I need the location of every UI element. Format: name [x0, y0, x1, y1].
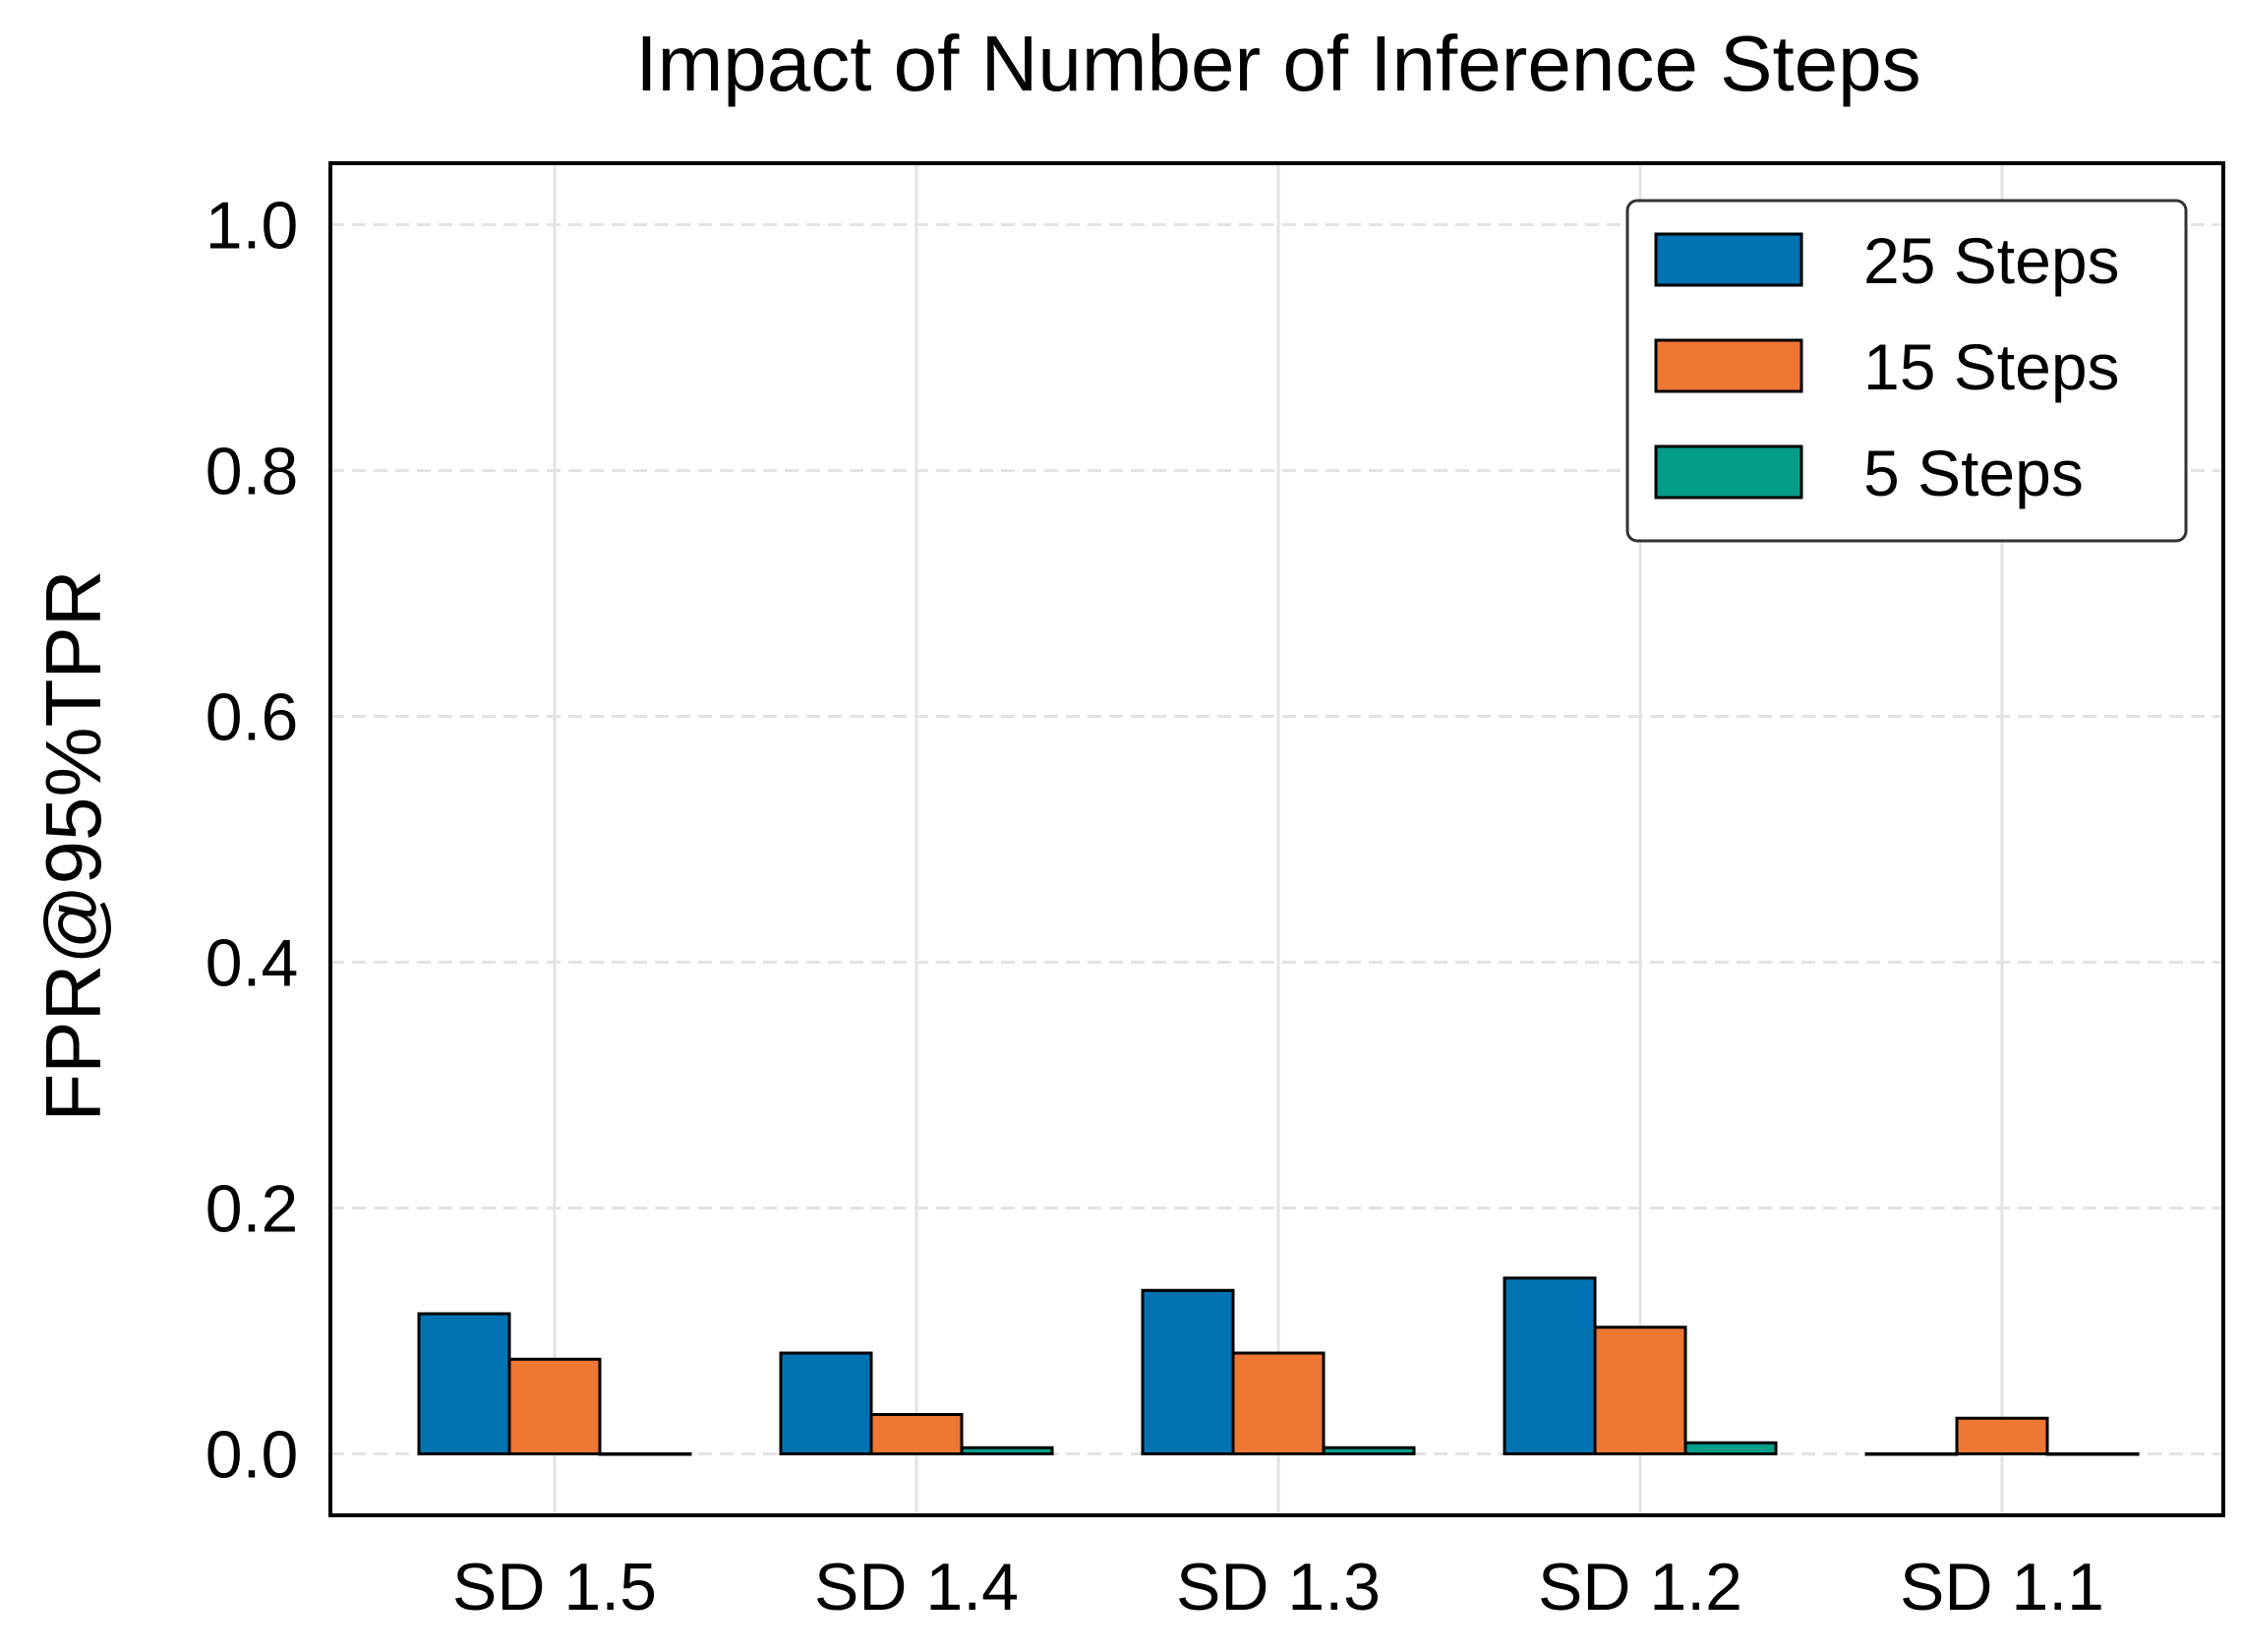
- legend: 25 Steps 15 Steps 5 Steps: [1625, 199, 2188, 543]
- bar-25-steps-sd-1-4: [779, 1351, 873, 1455]
- x-tick-label: SD 1.4: [814, 1550, 1019, 1624]
- plot-frame: [328, 161, 2225, 1517]
- bar-5-steps-sd-1-1: [2045, 1452, 2140, 1456]
- x-axis-ticks: SD 1.5 SD 1.4 SD 1.3 SD 1.2 SD 1.1: [452, 1550, 2104, 1624]
- y-tick-label: 0.8: [206, 435, 299, 509]
- bar-15-steps-sd-1-1: [1955, 1416, 2049, 1455]
- x-tick-label: SD 1.1: [1900, 1550, 2104, 1624]
- bar-5-steps-sd-1-2: [1683, 1441, 1778, 1455]
- x-tick-label: SD 1.3: [1176, 1550, 1381, 1624]
- chart-title: Impact of Number of Inference Steps: [635, 20, 1920, 107]
- bar-5-steps-sd-1-5: [598, 1452, 692, 1456]
- y-axis-ticks: 0.0 0.2 0.4 0.6 0.8 1.0: [206, 189, 299, 1493]
- bar-15-steps-sd-1-2: [1593, 1326, 1687, 1455]
- y-tick-label: 0.2: [206, 1172, 299, 1247]
- bar-25-steps-sd-1-3: [1141, 1288, 1235, 1455]
- legend-label: 5 Steps: [1863, 437, 2084, 509]
- legend-swatch: [1654, 444, 1803, 500]
- bars: [417, 1276, 2140, 1456]
- y-tick-label: 0.0: [206, 1418, 299, 1493]
- bar-25-steps-sd-1-5: [417, 1312, 511, 1455]
- x-tick-label: SD 1.5: [452, 1550, 657, 1624]
- bar-25-steps-sd-1-2: [1503, 1276, 1597, 1455]
- legend-label: 25 Steps: [1863, 224, 2120, 297]
- bar-5-steps-sd-1-3: [1322, 1446, 1416, 1455]
- y-tick-label: 1.0: [206, 189, 299, 264]
- bar-15-steps-sd-1-5: [507, 1357, 602, 1455]
- y-tick-label: 0.4: [206, 926, 299, 1001]
- legend-label: 15 Steps: [1863, 330, 2120, 403]
- legend-swatch: [1654, 232, 1803, 287]
- bar-5-steps-sd-1-4: [960, 1446, 1054, 1455]
- bar-15-steps-sd-1-3: [1231, 1351, 1326, 1455]
- y-tick-label: 0.6: [206, 680, 299, 755]
- bar-25-steps-sd-1-1: [1864, 1452, 1959, 1456]
- x-tick-label: SD 1.2: [1538, 1550, 1742, 1624]
- bar-15-steps-sd-1-4: [869, 1413, 964, 1455]
- legend-swatch: [1654, 338, 1803, 393]
- y-axis-label: FPR@95%TPR: [30, 569, 117, 1121]
